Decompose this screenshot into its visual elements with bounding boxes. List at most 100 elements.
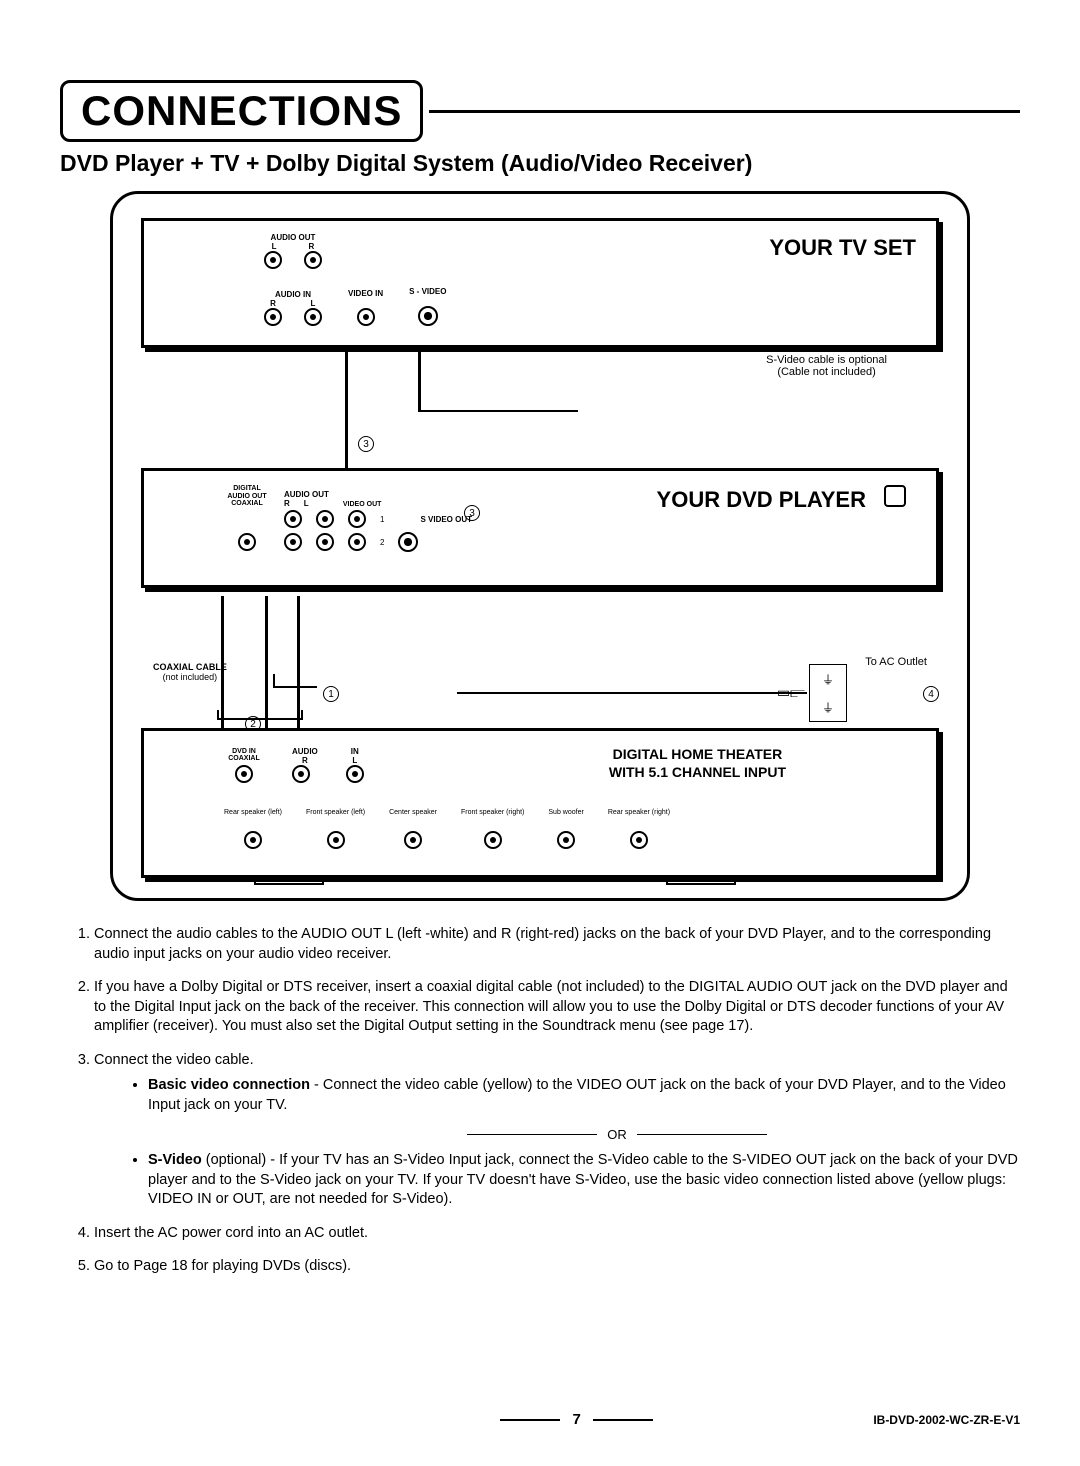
- ht-title: DIGITAL HOME THEATER WITH 5.1 CHANNEL IN…: [609, 745, 786, 781]
- jack-icon: [630, 831, 648, 849]
- label-spk-front-l: Front speaker (left): [306, 809, 365, 831]
- page-footer: 7 IB-DVD-2002-WC-ZR-E-V1: [60, 1411, 1020, 1428]
- jack-icon: [327, 831, 345, 849]
- label-r: R: [264, 299, 282, 308]
- wire-icon: [418, 410, 578, 412]
- label-audio-out: AUDIO OUT: [264, 233, 322, 242]
- power-icon: [884, 485, 906, 507]
- marker-4: 4: [923, 686, 939, 702]
- jack-icon: [316, 533, 334, 551]
- ac-outlet: ⏚ ⏚: [809, 664, 847, 722]
- jack-icon: [292, 765, 310, 783]
- label-spk-rear-r: Rear speaker (right): [608, 809, 670, 831]
- svideo-note-l2: (Cable not included): [777, 366, 875, 378]
- label-video-out: VIDEO OUT: [343, 501, 382, 508]
- tv-audio-out-group: AUDIO OUT L R: [264, 233, 322, 269]
- page-subtitle: DVD Player + TV + Dolby Digital System (…: [60, 150, 1020, 177]
- step-3-intro: Connect the video cable.: [94, 1052, 254, 1068]
- svideo-text: (optional) - If your TV has an S-Video I…: [148, 1152, 1018, 1207]
- title-rule: [429, 110, 1020, 113]
- svideo-note-l1: S-Video cable is optional: [766, 354, 887, 366]
- svideo-note: S-Video cable is optional (Cable not inc…: [766, 354, 887, 378]
- tv-input-group: AUDIO IN R L VIDEO IN: [264, 287, 446, 326]
- ht-title-l2: WITH 5.1 CHANNEL INPUT: [609, 764, 786, 780]
- jack-icon: [238, 533, 256, 551]
- coax-l1: COAXIAL CABLE: [153, 662, 227, 672]
- label-port2: 2: [380, 538, 384, 547]
- label-video-in: VIDEO IN: [348, 289, 383, 298]
- label-spk-sub: Sub woofer: [548, 809, 583, 831]
- marker-3: 3: [358, 436, 374, 452]
- label-dvd-in-coax: DVD IN COAXIAL: [224, 748, 264, 763]
- jack-icon: [404, 831, 422, 849]
- instructions: Connect the audio cables to the AUDIO OU…: [60, 925, 1020, 1277]
- label-l: L: [304, 299, 322, 308]
- foot-icon: [666, 875, 736, 885]
- bracket-icon: [273, 674, 317, 688]
- foot-icon: [254, 875, 324, 885]
- svideo-jack-icon: [398, 532, 418, 552]
- label-port1: 1: [380, 515, 384, 524]
- title-row: CONNECTIONS: [60, 80, 1020, 142]
- label-s-video: S - VIDEO: [409, 287, 446, 296]
- page: CONNECTIONS DVD Player + TV + Dolby Digi…: [0, 0, 1080, 1331]
- bracket-icon: [217, 710, 303, 720]
- or-divider: OR: [467, 1126, 767, 1144]
- jack-icon: [348, 533, 366, 551]
- dvd-port-group: DIGITAL AUDIO OUT COAXIAL AUDIO OUT R L …: [224, 485, 472, 552]
- jack-icon: [244, 831, 262, 849]
- jack-icon: [316, 510, 334, 528]
- or-text: OR: [607, 1126, 627, 1144]
- jack-icon: [357, 308, 375, 326]
- ht-title-l1: DIGITAL HOME THEATER: [613, 746, 783, 762]
- ht-input-group: DVD IN COAXIAL AUDIO R IN L: [224, 747, 364, 783]
- label-audio: AUDIO: [292, 747, 318, 756]
- label-spk-rear-l: Rear speaker (left): [224, 809, 282, 831]
- doc-id: IB-DVD-2002-WC-ZR-E-V1: [873, 1413, 1020, 1427]
- label-spk-center: Center speaker: [389, 809, 437, 831]
- label-in: IN: [346, 747, 364, 756]
- jack-icon: [264, 308, 282, 326]
- label-r: R: [284, 499, 290, 508]
- label-audio-out: AUDIO OUT: [284, 490, 329, 499]
- label-spk-front-r: Front speaker (right): [461, 809, 524, 831]
- outlet-icon: ⏚: [822, 699, 834, 716]
- label-l: L: [346, 756, 364, 765]
- label-digital-out: DIGITAL AUDIO OUT COAXIAL: [224, 485, 270, 508]
- label-l: L: [272, 242, 277, 251]
- jack-icon: [348, 510, 366, 528]
- jack-icon: [264, 251, 282, 269]
- step-2: If you have a Dolby Digital or DTS recei…: [94, 978, 1020, 1037]
- tv-device: YOUR TV SET AUDIO OUT L R AUDIO IN: [141, 218, 939, 348]
- jack-icon: [235, 765, 253, 783]
- svideo-jack-icon: [418, 306, 438, 326]
- jack-icon: [304, 251, 322, 269]
- connection-diagram: YOUR TV SET AUDIO OUT L R AUDIO IN: [110, 191, 970, 901]
- label-l: L: [304, 499, 309, 508]
- tv-title: YOUR TV SET: [769, 235, 916, 261]
- step-5: Go to Page 18 for playing DVDs (discs).: [94, 1257, 1020, 1277]
- dvd-title: YOUR DVD PLAYER: [657, 487, 866, 513]
- jack-icon: [557, 831, 575, 849]
- ht-speaker-row: Rear speaker (left) Front speaker (left)…: [224, 809, 670, 849]
- plug-icon: ▭⫍: [777, 684, 805, 701]
- step-4: Insert the AC power cord into an AC outl…: [94, 1224, 1020, 1244]
- jack-icon: [304, 308, 322, 326]
- step-3: Connect the video cable. Basic video con…: [94, 1051, 1020, 1210]
- step-3-svideo: S-Video (optional) - If your TV has an S…: [148, 1151, 1020, 1210]
- wire-icon: [457, 692, 807, 694]
- dvd-device: YOUR DVD PLAYER DIGITAL AUDIO OUT COAXIA…: [141, 468, 939, 588]
- page-title: CONNECTIONS: [60, 80, 423, 142]
- jack-icon: [484, 831, 502, 849]
- ac-label: To AC Outlet: [865, 656, 927, 668]
- page-number: 7: [572, 1411, 580, 1428]
- jack-icon: [346, 765, 364, 783]
- coax-l2: (not included): [163, 672, 218, 682]
- label-audio-in: AUDIO IN: [264, 290, 322, 299]
- coax-label: COAXIAL CABLE (not included): [153, 662, 227, 682]
- step-1: Connect the audio cables to the AUDIO OU…: [94, 925, 1020, 964]
- marker-1: 1: [323, 686, 339, 702]
- marker-3b: 3: [464, 505, 480, 521]
- page-number-wrap: 7: [280, 1411, 873, 1428]
- label-r: R: [292, 756, 318, 765]
